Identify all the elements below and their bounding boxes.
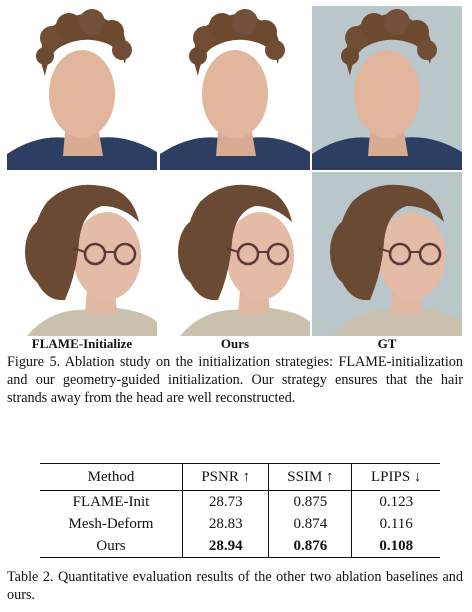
row2-flame-initialize-image [7,172,157,336]
row-method: FLAME-Init [72,493,150,510]
row-lpips: 0.123 [351,490,440,513]
figure-caption: Figure 5. Ablation study on the initiali… [7,354,463,406]
row-psnr: 28.94 [181,535,269,558]
row-method: Ours [96,537,126,554]
column-label-flame-initialize: FLAME-Initialize [31,336,133,351]
table-header-row: Method PSNR ↑ SSIM ↑ LPIPS ↓ [40,463,440,491]
row-lpips: 0.108 [351,535,440,558]
results-table: Method PSNR ↑ SSIM ↑ LPIPS ↓ FLAME-Init … [40,463,440,558]
row-ssim: 0.874 [268,513,352,535]
row2-gt-image [312,172,462,336]
header-method: Method [87,468,135,485]
table-row: Mesh-Deform 28.83 0.874 0.116 [40,513,440,535]
table-caption: Table 2. Quantitative evaluation results… [7,569,463,603]
row-psnr: 28.83 [181,513,269,535]
header-psnr: PSNR ↑ [181,463,269,491]
column-label-gt: GT [377,336,397,351]
row1-flame-initialize-image [7,6,157,170]
header-ssim: SSIM ↑ [268,463,352,491]
row-psnr: 28.73 [181,490,269,513]
table-row: Ours 28.94 0.876 0.108 [40,535,440,558]
row1-gt-image [312,6,462,170]
row2-ours-image [160,172,310,336]
row-lpips: 0.116 [351,513,440,535]
figure-5-grid [7,6,462,336]
column-label-ours: Ours [220,336,250,351]
row-ssim: 0.876 [268,535,352,558]
row-ssim: 0.875 [268,490,352,513]
row-method: Mesh-Deform [68,515,154,532]
row1-ours-image [160,6,310,170]
table-row: FLAME-Init 28.73 0.875 0.123 [40,490,440,513]
header-lpips: LPIPS ↓ [351,463,440,491]
